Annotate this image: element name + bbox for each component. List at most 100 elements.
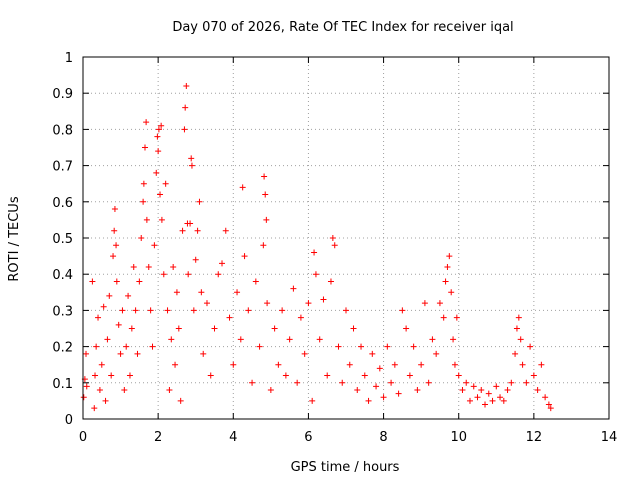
data-point [104, 336, 110, 342]
y-tick-label: 0.2 [52, 341, 73, 356]
data-point [83, 351, 89, 357]
data-point [146, 264, 152, 270]
data-point [138, 235, 144, 241]
data-point [208, 373, 214, 379]
data-point [454, 315, 460, 321]
data-point [298, 315, 304, 321]
data-point [150, 344, 156, 350]
data-point [191, 307, 197, 313]
data-point [127, 373, 133, 379]
data-point [351, 326, 357, 332]
data-point [144, 217, 150, 223]
data-point [313, 271, 319, 277]
data-point [116, 322, 122, 328]
data-point [399, 307, 405, 313]
data-point [505, 387, 511, 393]
data-point [123, 344, 129, 350]
data-point [134, 351, 140, 357]
data-point [112, 206, 118, 212]
data-point [163, 181, 169, 187]
data-point [219, 260, 225, 266]
data-point [347, 362, 353, 368]
data-point [339, 380, 345, 386]
y-tick-label: 0 [65, 413, 73, 428]
y-tick-label: 1 [65, 51, 73, 66]
data-point [111, 228, 117, 234]
data-point [187, 221, 193, 227]
data-point [478, 387, 484, 393]
data-point [305, 300, 311, 306]
data-point [262, 192, 268, 198]
data-point [182, 105, 188, 111]
data-point [467, 398, 473, 404]
data-point [153, 170, 159, 176]
data-point [514, 326, 520, 332]
data-point [204, 300, 210, 306]
y-tick-label: 0.6 [52, 196, 73, 211]
data-point [172, 362, 178, 368]
x-tick-label: 10 [450, 430, 467, 445]
data-point [257, 344, 263, 350]
data-point [403, 326, 409, 332]
data-point [471, 383, 477, 389]
data-point [121, 387, 127, 393]
data-point [91, 405, 97, 411]
x-tick-label: 12 [526, 430, 543, 445]
data-point [518, 336, 524, 342]
data-point [520, 362, 526, 368]
data-point [330, 235, 336, 241]
data-point [181, 126, 187, 132]
y-tick-label: 0.7 [52, 160, 73, 175]
data-point [188, 155, 194, 161]
data-point [170, 264, 176, 270]
data-point [193, 257, 199, 263]
data-point [161, 271, 167, 277]
data-point [527, 344, 533, 350]
data-point [384, 344, 390, 350]
data-point [362, 373, 368, 379]
data-point [437, 300, 443, 306]
data-point [275, 362, 281, 368]
data-point [141, 181, 147, 187]
data-point [174, 289, 180, 295]
data-point [335, 344, 341, 350]
data-point [373, 383, 379, 389]
data-point [264, 300, 270, 306]
chart-title: Day 070 of 2026, Rate Of TEC Index for r… [172, 20, 513, 35]
data-point [200, 351, 206, 357]
data-point [198, 289, 204, 295]
data-point [99, 362, 105, 368]
data-point [482, 402, 488, 408]
data-point [185, 271, 191, 277]
x-tick-label: 8 [379, 430, 387, 445]
data-point [110, 253, 116, 259]
data-point [136, 278, 142, 284]
data-point [418, 362, 424, 368]
data-point [261, 173, 267, 179]
x-tick-label: 6 [304, 430, 312, 445]
data-point [133, 307, 139, 313]
data-point [283, 373, 289, 379]
data-point [212, 326, 218, 332]
data-point [444, 264, 450, 270]
data-point [97, 387, 103, 393]
data-point [411, 344, 417, 350]
data-point [93, 344, 99, 350]
data-point [516, 315, 522, 321]
data-point [320, 297, 326, 303]
data-point [165, 307, 171, 313]
data-point [448, 289, 454, 295]
data-point [89, 278, 95, 284]
data-point [215, 271, 221, 277]
data-point [497, 394, 503, 400]
data-point [263, 217, 269, 223]
data-point [475, 394, 481, 400]
data-point [290, 286, 296, 292]
data-point [450, 336, 456, 342]
data-point [531, 373, 537, 379]
data-point [157, 192, 163, 198]
data-point [108, 373, 114, 379]
data-point [388, 380, 394, 386]
data-point [151, 242, 157, 248]
data-point [253, 278, 259, 284]
